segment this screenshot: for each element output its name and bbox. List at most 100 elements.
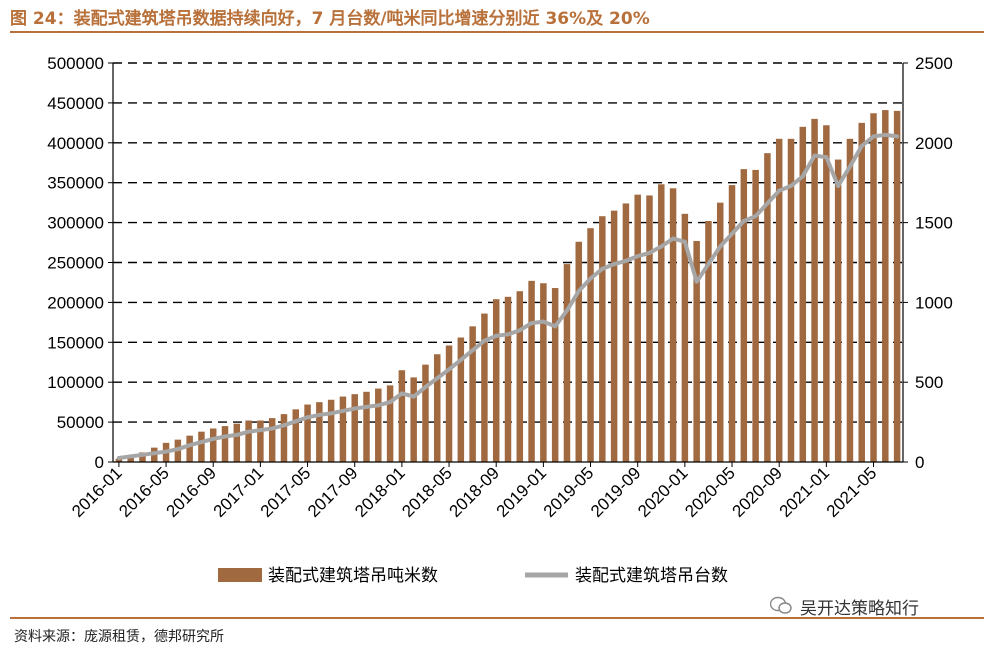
line-point [223, 434, 228, 439]
bar [811, 118, 818, 463]
left-tick-label: 350000 [47, 174, 104, 193]
left-tick-label: 500000 [47, 54, 104, 73]
bar [257, 420, 264, 462]
left-tick-label: 450000 [47, 94, 104, 113]
x-tick-label: 2020-01 [634, 463, 692, 521]
line-point [293, 419, 298, 424]
bar [127, 455, 134, 462]
bar [209, 428, 217, 462]
bar [740, 169, 748, 462]
line-point [270, 426, 275, 431]
bar [764, 153, 771, 462]
right-tick-label: 1000 [915, 293, 953, 312]
figure-title: 图 24：装配式建筑塔吊数据持续向好，7 月台数/吨米同比增速分别近 36%及 … [10, 9, 650, 29]
wechat-icon [770, 596, 792, 614]
line-point [140, 452, 145, 457]
source-note: 资料来源：庞源租赁，德邦研究所 [14, 629, 224, 645]
bar [610, 210, 618, 462]
legend-label-line: 装配式建筑塔吊台数 [575, 566, 728, 585]
line-point [187, 443, 192, 448]
bar [658, 184, 665, 462]
left-tick-label: 300000 [47, 214, 104, 233]
bar [445, 345, 453, 462]
x-tick-label: 2018-09 [445, 463, 503, 521]
line-point [812, 153, 817, 158]
line-point [211, 436, 216, 441]
line-point [612, 262, 617, 267]
line-point [388, 400, 393, 405]
line-point [623, 258, 628, 263]
x-tick-label: 2020-09 [728, 463, 786, 521]
line-point [800, 174, 805, 179]
line-point [364, 404, 369, 409]
x-tick-label: 2021-05 [823, 463, 881, 521]
line-point [164, 449, 169, 454]
line-point [600, 266, 605, 271]
bar [599, 216, 606, 462]
bar-series [115, 110, 901, 463]
x-tick-label: 2017-05 [257, 463, 315, 521]
bar [846, 138, 854, 462]
x-tick-label: 2016-05 [115, 463, 173, 521]
line-point [659, 244, 664, 249]
bar [280, 414, 288, 462]
legend-swatch-bar [218, 568, 262, 582]
bar [504, 296, 512, 462]
bar [434, 354, 441, 462]
right-tick-label: 1500 [915, 214, 953, 233]
bar [752, 169, 759, 462]
line-point [777, 188, 782, 193]
left-tick-label: 250000 [47, 254, 104, 273]
line-point [883, 132, 888, 137]
line-point [871, 134, 876, 139]
bar [316, 402, 323, 462]
bar [398, 370, 406, 462]
left-tick-label: 400000 [47, 134, 104, 153]
line-series [116, 132, 900, 461]
bar [115, 458, 123, 462]
line-point [411, 394, 416, 399]
bar [669, 188, 677, 462]
bar [882, 110, 889, 462]
x-tick-label: 2021-01 [776, 463, 834, 521]
bar [540, 283, 547, 462]
line-point [281, 423, 286, 428]
line-point [435, 376, 440, 381]
x-tick-label: 2018-01 [351, 463, 409, 521]
bar [245, 420, 252, 462]
x-tick-label: 2020-05 [681, 463, 739, 521]
bar [339, 396, 347, 462]
left-tick-label: 50000 [57, 413, 104, 432]
line-point [694, 279, 699, 284]
left-tick-label: 0 [95, 453, 104, 472]
bar [681, 213, 689, 462]
bar [469, 326, 476, 462]
line-point [895, 134, 900, 139]
x-tick-label: 2019-01 [493, 463, 551, 521]
bar [646, 195, 653, 462]
x-tick-label: 2019-05 [540, 463, 598, 521]
bar [186, 435, 193, 462]
line-point [564, 308, 569, 313]
bar [410, 377, 417, 462]
line-point [765, 201, 770, 206]
title-rule [10, 31, 984, 33]
bar [198, 431, 205, 462]
line-point [588, 276, 593, 281]
bar [304, 404, 311, 462]
bar [870, 113, 877, 463]
bar [375, 388, 382, 462]
watermark: 吴开达策略知行 [800, 599, 919, 619]
line-point [517, 328, 522, 333]
line-point [494, 333, 499, 338]
bar [268, 418, 276, 462]
line-point [128, 454, 133, 459]
bar [693, 240, 700, 462]
x-tick-label: 2016-01 [68, 463, 126, 521]
bar [728, 185, 736, 462]
x-tick-label: 2017-01 [210, 463, 268, 521]
line-point [859, 143, 864, 148]
line-point [706, 262, 711, 267]
footer-rule [10, 617, 984, 619]
left-tick-label: 200000 [47, 293, 104, 312]
